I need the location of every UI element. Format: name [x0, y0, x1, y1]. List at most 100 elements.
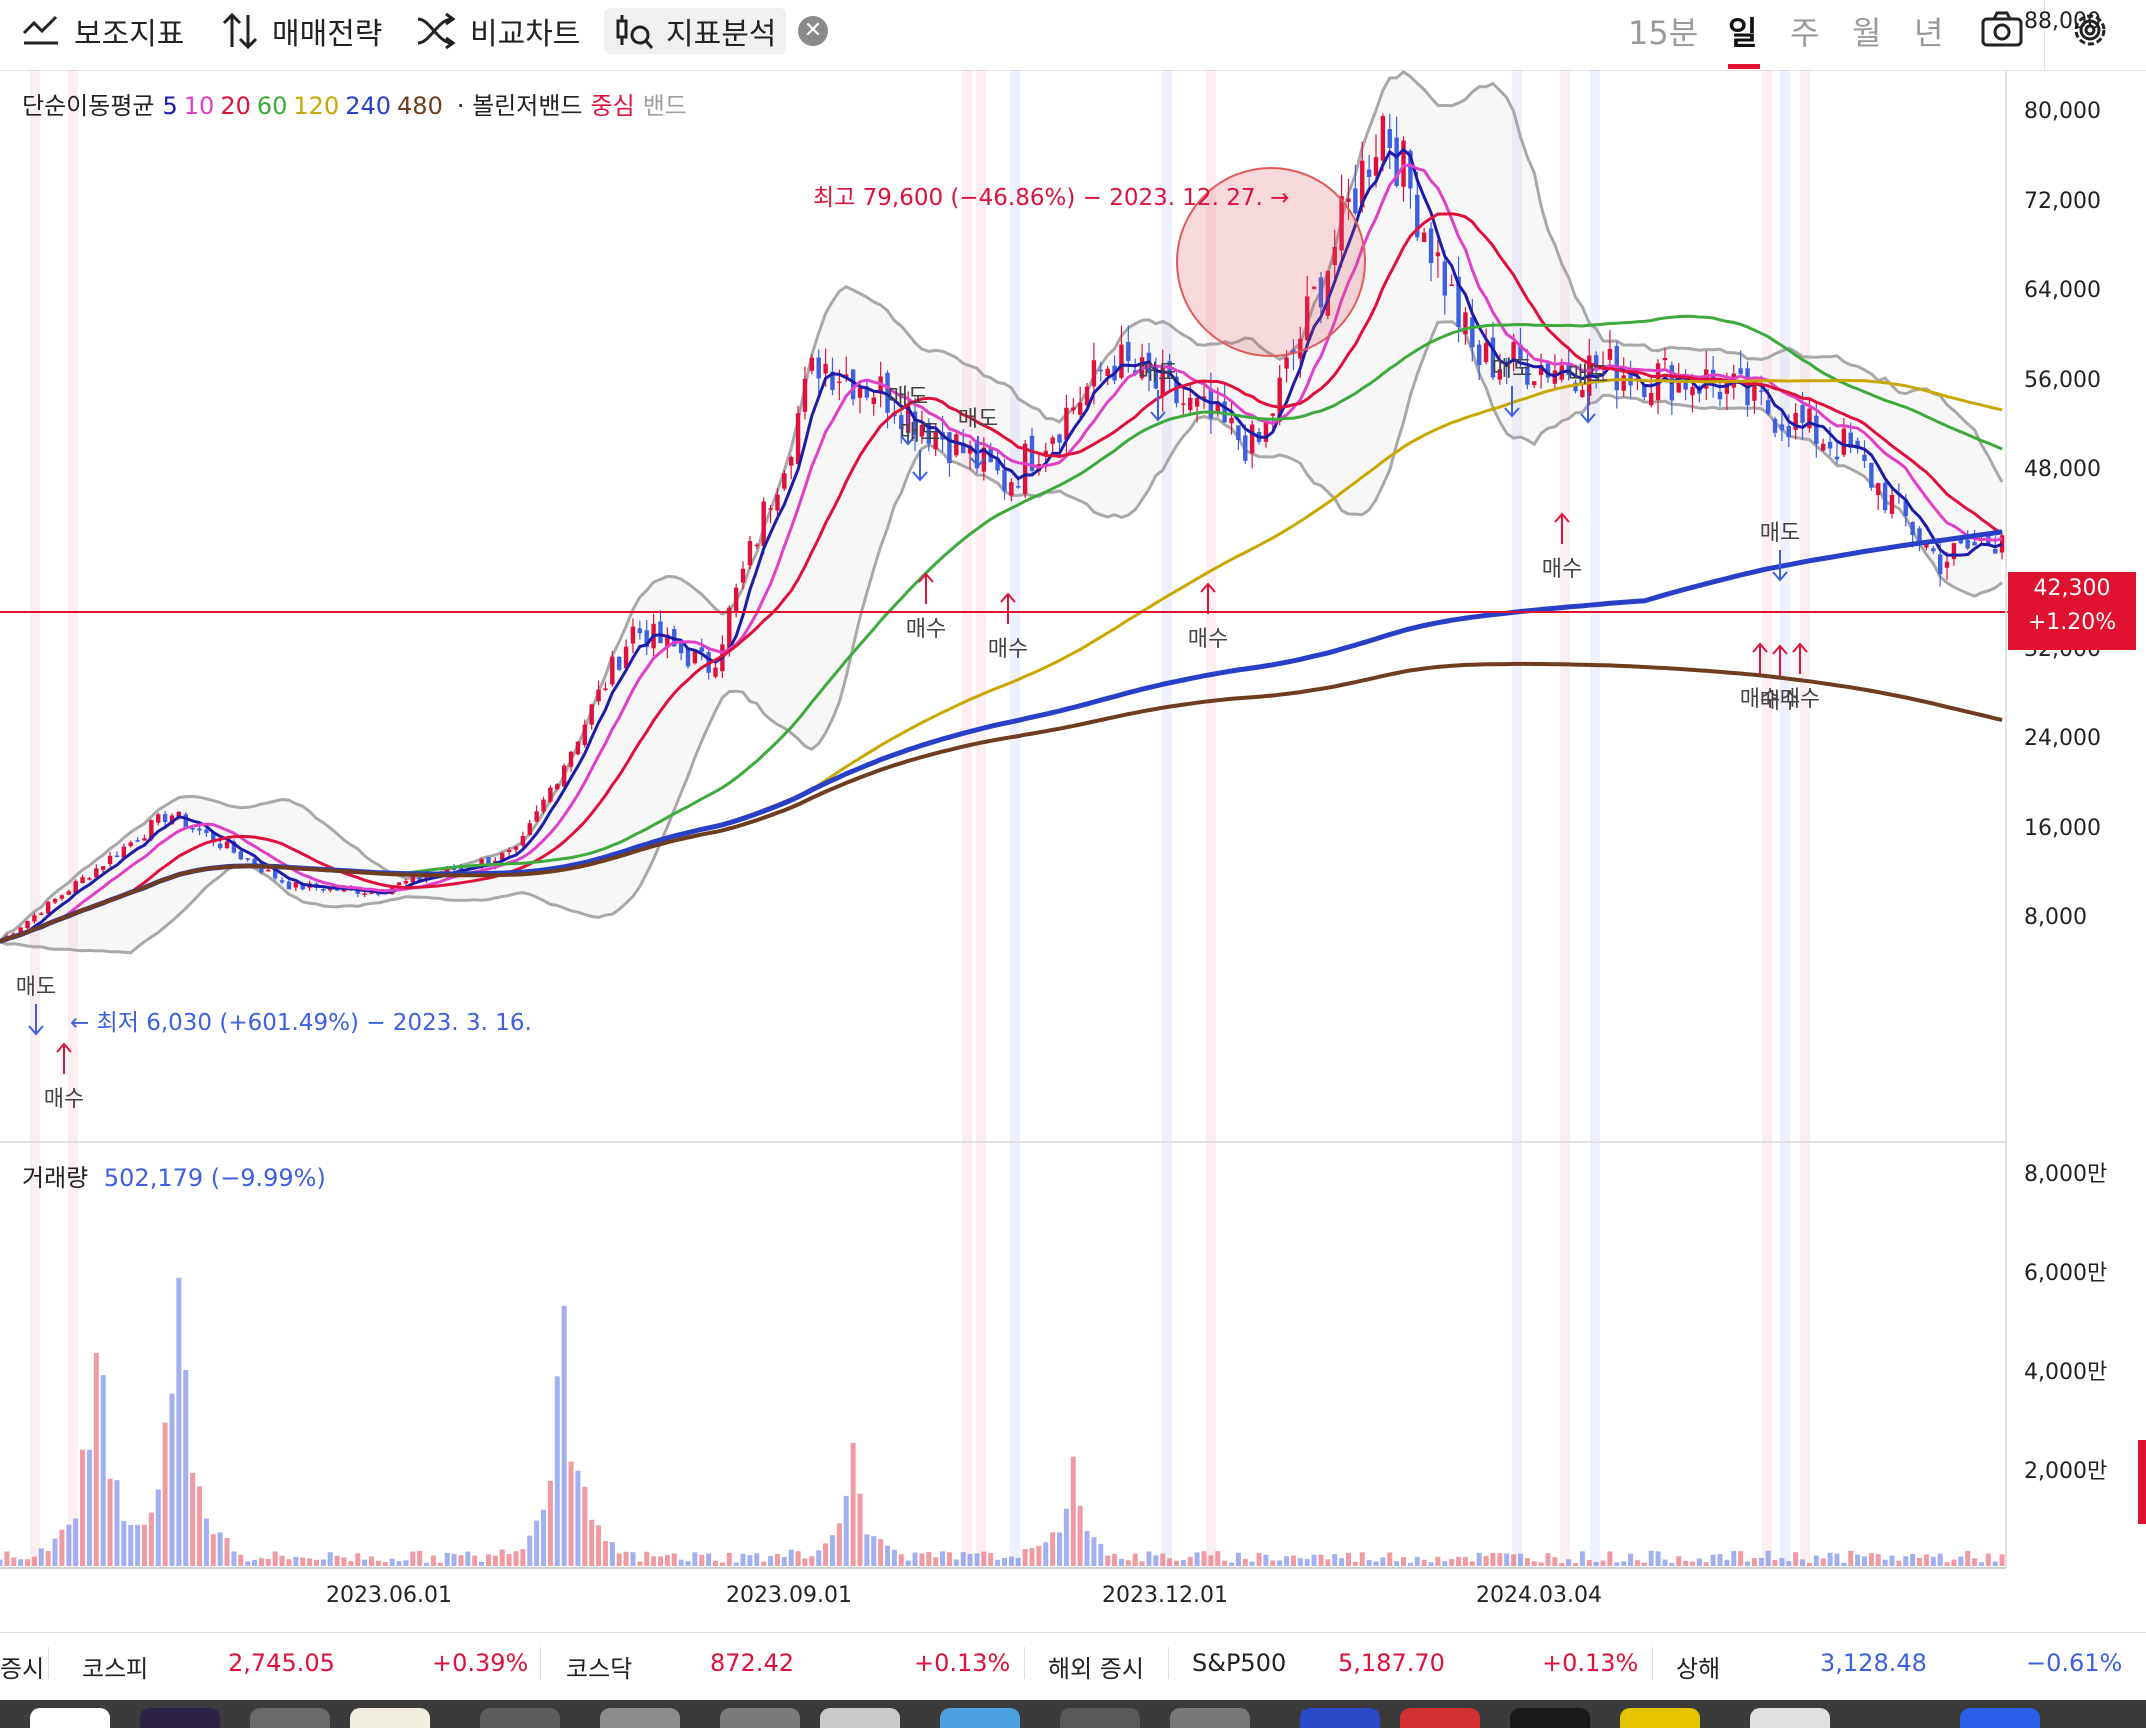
volume-bar [644, 1551, 650, 1566]
candle-body [59, 895, 65, 899]
period-month[interactable]: 월 [1852, 14, 1882, 52]
ma-legend-period: 240 [345, 92, 392, 120]
volume-bar [1614, 1562, 1620, 1566]
volume-bar [527, 1535, 533, 1566]
candle-body [637, 628, 643, 634]
dock-app[interactable] [820, 1708, 900, 1728]
signal-band [1162, 70, 1172, 1568]
volume-bar [1607, 1551, 1613, 1566]
candle-body [1972, 541, 1977, 546]
volume-bar [1820, 1558, 1826, 1566]
dock-app[interactable] [1510, 1708, 1590, 1728]
ma-legend-period: 60 [256, 92, 288, 120]
strategy-menu-button[interactable]: 매매전략 [220, 8, 382, 54]
volume-bar [1173, 1560, 1179, 1566]
kospi-label[interactable]: 코스피 [82, 1655, 149, 1683]
candle-body [1428, 228, 1434, 264]
volume-bar [1270, 1560, 1276, 1566]
sell-signal-label: 매도 [958, 407, 998, 432]
volume-bar [1057, 1532, 1063, 1566]
dock-app[interactable] [600, 1708, 680, 1728]
dock-app[interactable] [480, 1708, 560, 1728]
volume-bar [1029, 1548, 1035, 1566]
candle-body [520, 835, 526, 846]
candle-body [1311, 286, 1317, 289]
volume-bar [857, 1493, 863, 1566]
screenshot-button[interactable] [1980, 8, 2024, 56]
volume-bar [451, 1554, 457, 1566]
dock-app[interactable] [1960, 1708, 2040, 1728]
candle-body [1917, 528, 1922, 544]
volume-bar [313, 1559, 319, 1566]
buy-signal-marker: 매수 [1740, 642, 1780, 712]
dock-app[interactable] [1300, 1708, 1380, 1728]
bar-separator [540, 1647, 541, 1679]
dock-app[interactable] [1060, 1708, 1140, 1728]
dock-app[interactable] [140, 1708, 220, 1728]
candle-body [954, 434, 959, 456]
volume-bar [472, 1555, 478, 1566]
volume-bar [1531, 1561, 1537, 1566]
candle-body [1676, 375, 1681, 393]
volume-bar [616, 1553, 622, 1566]
dock-app[interactable] [1750, 1708, 1830, 1728]
volume-bar [781, 1557, 787, 1566]
candle-body [101, 866, 106, 870]
analysis-menu-button[interactable]: 지표분석 [604, 8, 787, 54]
candle-body [1903, 499, 1908, 516]
shanghai-label[interactable]: 상해 [1676, 1655, 1721, 1683]
volume-bar [100, 1375, 106, 1566]
volume-bar [1483, 1555, 1489, 1566]
dock-app[interactable] [30, 1708, 110, 1728]
candle-body [1717, 391, 1723, 400]
candle-body [197, 828, 202, 831]
volume-bar [1476, 1552, 1482, 1566]
kospi-change: +0.39% [432, 1649, 529, 1677]
volume-bar [1201, 1551, 1207, 1566]
volume-bar [279, 1555, 285, 1566]
volume-bar [685, 1561, 691, 1566]
period-day[interactable]: 일 [1728, 14, 1758, 52]
volume-bar [1249, 1561, 1255, 1566]
candle-body [107, 855, 113, 865]
volume-bar [1965, 1550, 1971, 1566]
candle-body [458, 867, 464, 870]
dock-app[interactable] [350, 1708, 430, 1728]
volume-bar [1538, 1562, 1544, 1566]
candle-body [1593, 355, 1599, 371]
settings-button[interactable] [2068, 8, 2112, 56]
period-week[interactable]: 주 [1790, 14, 1820, 52]
candle-body [1194, 398, 1200, 407]
period-year[interactable]: 년 [1914, 14, 1944, 52]
candle-body [1862, 454, 1867, 461]
dock-app[interactable] [1400, 1708, 1480, 1728]
close-analysis-button[interactable]: ✕ [798, 16, 828, 46]
candle-body [169, 815, 175, 825]
candle-body [685, 648, 691, 667]
side-scroll-indicator[interactable] [2138, 1440, 2146, 1524]
candle-body [768, 508, 773, 510]
candle-body [355, 889, 360, 894]
buy-signal-marker: 매수 [988, 592, 1028, 662]
candle-body [1421, 232, 1427, 243]
period-15min[interactable]: 15분 [1628, 14, 1699, 52]
volume-bar [1992, 1561, 1998, 1566]
candle-body [816, 357, 821, 379]
price-legend: 단순이동평균 5 10 20 60 120 240 480 · 볼린저밴드 중심 밴드 [22, 86, 695, 121]
dock-app[interactable] [1170, 1708, 1250, 1728]
candle-body [1236, 425, 1241, 441]
dock-app[interactable] [720, 1708, 800, 1728]
volume-bar [458, 1555, 464, 1566]
volume-bar [1167, 1558, 1173, 1566]
indicator-menu-button[interactable]: 보조지표 [22, 8, 184, 54]
sp500-label[interactable]: S&P500 [1192, 1649, 1287, 1677]
candle-body [974, 441, 980, 469]
dock-app[interactable] [1620, 1708, 1700, 1728]
volume-bar [1696, 1558, 1702, 1566]
kosdaq-label[interactable]: 코스닥 [566, 1655, 633, 1683]
dock-app[interactable] [940, 1708, 1020, 1728]
candle-body [548, 787, 553, 802]
compare-menu-button[interactable]: 비교차트 [416, 8, 580, 54]
dock-app[interactable] [250, 1708, 330, 1728]
